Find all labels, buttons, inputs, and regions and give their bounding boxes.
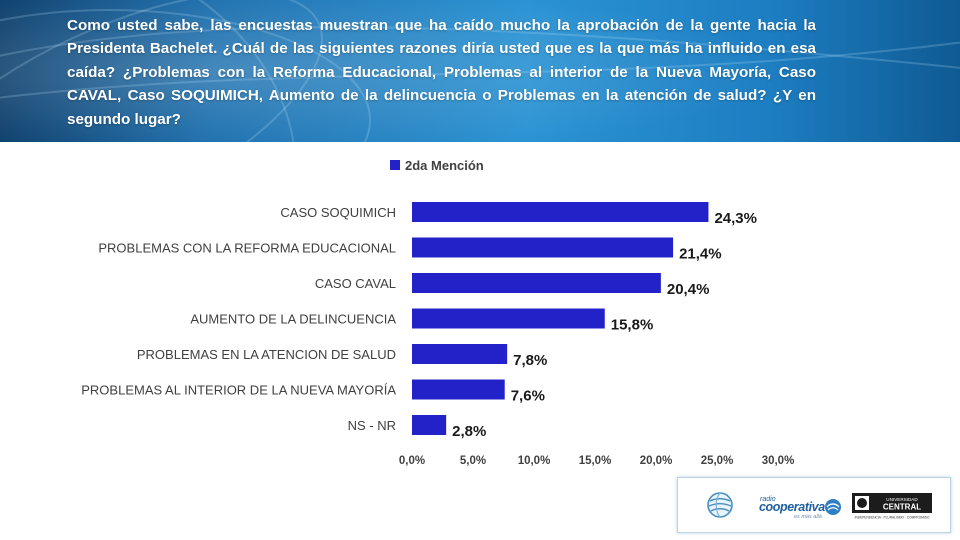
bar	[412, 415, 447, 435]
bar	[412, 273, 661, 293]
bar	[412, 308, 605, 329]
bars-group	[412, 202, 709, 435]
legend-swatch	[390, 160, 400, 170]
category-label: AUMENTO DE LA DELINCUENCIA	[190, 312, 396, 327]
category-label: NS - NR	[348, 418, 396, 433]
bar	[412, 379, 505, 400]
radio-cooperativa-logo: radio cooperativa es más allá	[759, 496, 841, 520]
category-label: CASO CAVAL	[315, 276, 396, 291]
chart-legend: 2da Mención	[390, 158, 484, 173]
bar	[412, 237, 674, 258]
bar-chart: 2da Mención CASO SOQUIMICH PROBLEMAS CON …	[81, 158, 794, 467]
category-label: PROBLEMAS AL INTERIOR DE LA NUEVA MAYORÍ…	[81, 383, 396, 398]
value-label: 7,6%	[511, 388, 545, 405]
value-label: 7,8%	[513, 352, 547, 369]
x-axis-ticks-group: 0,0% 5,0% 10,0% 15,0% 20,0% 25,0% 30,0%	[399, 455, 794, 467]
value-label: 21,4%	[679, 246, 722, 263]
legend-label: 2da Mención	[405, 158, 484, 173]
radio-logo-small-text: radio	[760, 496, 776, 503]
x-tick-label: 30,0%	[762, 455, 795, 467]
bar	[412, 344, 508, 364]
banner-background-graphic	[0, 0, 960, 142]
value-labels-group: 24,3% 21,4% 20,4% 15,8% 7,8% 7,6% 2,8%	[452, 210, 757, 440]
value-label: 20,4%	[667, 281, 710, 298]
x-tick-label: 5,0%	[460, 455, 486, 467]
x-tick-label: 25,0%	[701, 455, 734, 467]
category-label: CASO SOQUIMICH	[280, 205, 396, 220]
university-logo-motto: INDEPENDENCIA · PLURALISMO · COMPROMISO	[855, 516, 930, 520]
radio-logo-tagline: es más allá	[794, 514, 822, 520]
question-banner: Como usted sabe, las encuestas muestran …	[0, 0, 960, 142]
x-tick-label: 20,0%	[640, 455, 673, 467]
university-logo-top-text: UNIVERSIDAD	[886, 497, 918, 502]
category-labels-group: CASO SOQUIMICH PROBLEMAS CON LA REFORMA E…	[81, 205, 396, 433]
radio-logo-name: cooperativa	[759, 500, 825, 514]
bar	[412, 202, 709, 222]
globe-logo-icon	[707, 492, 733, 518]
x-tick-label: 15,0%	[579, 455, 612, 467]
sponsor-logos: radio cooperativa es más allá UNIVERSIDA…	[677, 477, 951, 533]
value-label: 15,8%	[611, 317, 654, 334]
value-label: 24,3%	[714, 210, 757, 227]
value-label: 2,8%	[452, 423, 486, 440]
universidad-central-logo: UNIVERSIDAD CENTRAL INDEPENDENCIA · PLUR…	[852, 493, 932, 520]
category-label: PROBLEMAS CON LA REFORMA EDUCACIONAL	[98, 241, 396, 256]
x-tick-label: 10,0%	[518, 455, 551, 467]
x-tick-label: 0,0%	[399, 455, 425, 467]
survey-question-text: Como usted sabe, las encuestas muestran …	[67, 17, 816, 128]
university-logo-name: CENTRAL	[883, 503, 921, 512]
category-label: PROBLEMAS EN LA ATENCION DE SALUD	[137, 347, 396, 362]
